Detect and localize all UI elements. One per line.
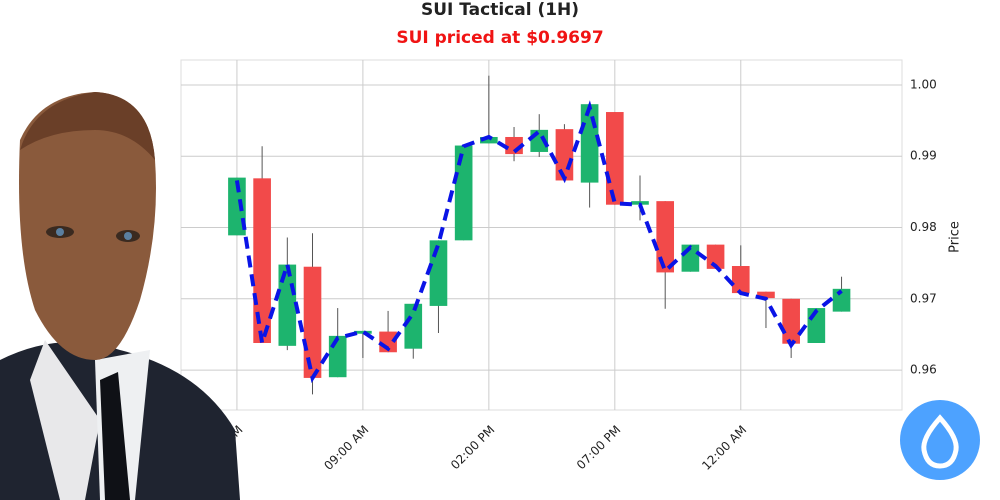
candle-body [656,201,675,273]
candle-body [328,335,347,378]
chart-subtitle: SUI priced at $0.9697 [396,28,603,48]
candle-body [253,178,271,343]
y-tick-label: 1.00 [910,77,937,91]
candle-body [782,298,800,344]
candle-body [303,266,322,378]
candle-body [404,303,423,349]
x-tick-label: 07:00 PM [574,423,623,472]
plot-area: 0.960.970.980.991.0004:00 AM09:00 AM02:0… [180,59,937,473]
person-illustration [0,92,240,500]
candle-body [832,288,851,312]
x-tick-label: 12:00 AM [699,423,749,473]
plot-frame [180,59,903,411]
candle-body [706,244,725,269]
candle-body [454,145,473,241]
y-tick-label: 0.96 [910,363,937,377]
trend-line [234,100,843,384]
candle-body [480,136,498,144]
candle-body [555,129,574,181]
chart-title: SUI Tactical (1H) [421,0,579,20]
candle-body [731,266,750,294]
x-tick-label: 09:00 AM [321,423,371,473]
y-tick-label: 0.98 [910,220,937,234]
candle-body [605,112,624,205]
y-axis-label: Price [948,221,963,253]
x-tick-label: 02:00 PM [448,423,497,472]
candle-body [354,330,372,334]
sui-logo [900,400,980,480]
y-tick-label: 0.97 [910,291,937,305]
y-tick-label: 0.99 [910,149,937,163]
candle-body [580,104,599,183]
candle-body [757,291,775,299]
candle-body [429,240,448,306]
candle-body [278,264,297,346]
